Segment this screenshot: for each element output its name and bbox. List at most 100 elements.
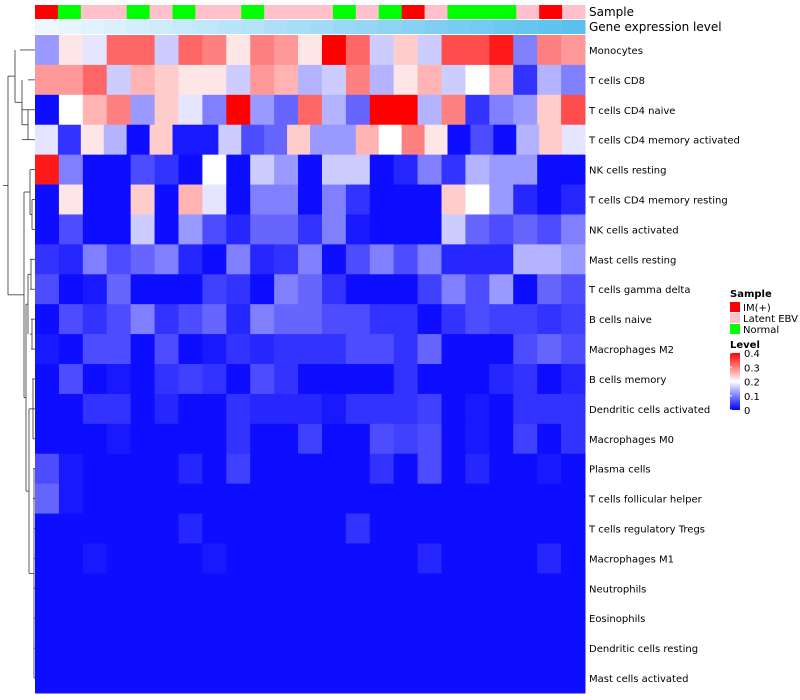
heatmap-cell <box>195 124 219 156</box>
heatmap-cell <box>489 154 514 186</box>
heatmap-cell <box>154 483 179 515</box>
heatmap-cell <box>58 94 84 126</box>
legend-level-tick-label: 0.1 <box>744 392 760 403</box>
heatmap-cell <box>537 663 562 694</box>
heatmap-cell <box>369 154 395 186</box>
heatmap-cell <box>561 603 586 634</box>
heatmap-cell <box>513 663 538 694</box>
heatmap-cell <box>441 663 466 694</box>
heatmap-cell <box>489 603 514 634</box>
heatmap-cell <box>393 633 419 664</box>
heatmap-cell <box>298 214 323 245</box>
heatmap-cell <box>82 393 108 425</box>
heatmap-cell <box>178 483 203 515</box>
heatmap-cell <box>274 543 299 574</box>
heatmap-cell <box>130 274 156 305</box>
heatmap-cell <box>393 453 419 485</box>
heatmap-cell <box>58 663 84 694</box>
heatmap-cell <box>274 244 299 275</box>
row-label: Neutrophils <box>589 584 646 595</box>
expression-annotation-cell <box>516 20 540 34</box>
heatmap-cell <box>154 513 179 544</box>
heatmap-cell <box>202 453 227 485</box>
heatmap-cell <box>35 393 60 425</box>
heatmap-cell <box>250 364 275 395</box>
expression-annotation-cell <box>103 20 128 34</box>
heatmap-cell <box>345 513 371 544</box>
row-label: T cells CD8 <box>588 76 645 87</box>
heatmap-cell <box>513 513 538 544</box>
heatmap-cell <box>106 393 132 425</box>
heatmap-cell <box>202 603 227 634</box>
heatmap-cell <box>58 543 84 574</box>
sample-annotation-cell <box>218 5 242 19</box>
heatmap-cell <box>441 513 466 544</box>
heatmap-cell <box>202 244 227 275</box>
heatmap-cell <box>82 423 108 455</box>
heatmap-cell <box>154 603 179 634</box>
expression-annotation-cell <box>57 20 82 34</box>
heatmap-cell <box>178 154 203 186</box>
heatmap-cell <box>393 64 419 96</box>
expression-annotation-cell <box>447 20 471 34</box>
heatmap-cell <box>226 184 251 215</box>
heatmap-cell <box>345 64 371 96</box>
row-label: Eosinophils <box>589 614 645 625</box>
heatmap-cell <box>58 513 84 544</box>
heatmap-cell <box>321 453 347 485</box>
heatmap-cell <box>513 483 538 515</box>
heatmap-cell <box>561 483 586 515</box>
expression-annotation-cell <box>332 20 357 34</box>
heatmap-cell <box>562 124 586 156</box>
heatmap-cell <box>321 603 347 634</box>
heatmap-cell <box>106 603 132 634</box>
heatmap-cell <box>417 603 443 634</box>
heatmap-cell <box>465 334 490 365</box>
heatmap-cell <box>58 184 84 215</box>
heatmap-cell <box>130 184 156 215</box>
heatmap-cell <box>202 393 227 425</box>
heatmap-cell <box>226 214 251 245</box>
heatmap-cell <box>465 663 490 694</box>
row-label: Macrophages M1 <box>589 554 674 565</box>
heatmap-cell <box>154 543 179 574</box>
heatmap-cell <box>298 423 323 455</box>
heatmap-cell <box>202 423 227 455</box>
heatmap-cell <box>513 274 538 305</box>
heatmap-cell <box>537 423 562 455</box>
heatmap-cell <box>465 513 490 544</box>
heatmap-cell <box>393 184 419 215</box>
heatmap-cell <box>321 94 347 126</box>
heatmap-cell <box>82 94 108 126</box>
heatmap-cell <box>154 214 179 245</box>
heatmap-cell <box>369 184 395 215</box>
legend-sample-label: Latent EBV <box>743 314 798 325</box>
heatmap-cell <box>369 453 395 485</box>
row-label: Plasma cells <box>589 465 651 476</box>
heatmap-cell <box>202 154 227 186</box>
heatmap-cell <box>58 154 84 186</box>
heatmap-cell <box>178 423 203 455</box>
heatmap-cell <box>202 543 227 574</box>
legend-level-tick-label: 0.4 <box>744 349 760 360</box>
heatmap-cell <box>393 573 419 604</box>
heatmap-cell <box>298 364 323 395</box>
heatmap-cell <box>82 663 108 694</box>
heatmap-cell <box>58 453 84 485</box>
heatmap-cell <box>82 513 108 544</box>
heatmap-cell <box>274 334 299 365</box>
heatmap-cell <box>465 423 490 455</box>
heatmap-cell <box>106 453 132 485</box>
heatmap-cell <box>106 423 132 455</box>
heatmap-cell <box>250 64 275 96</box>
heatmap-cell <box>226 304 251 335</box>
heatmap-cell <box>274 663 299 694</box>
row-label: Mast cells activated <box>589 674 688 685</box>
heatmap-cell <box>393 513 419 544</box>
heatmap-cell <box>106 304 132 335</box>
heatmap-cell <box>178 244 203 275</box>
heatmap-cell <box>310 124 334 156</box>
heatmap-cell <box>298 334 323 365</box>
heatmap-cell <box>82 334 108 365</box>
